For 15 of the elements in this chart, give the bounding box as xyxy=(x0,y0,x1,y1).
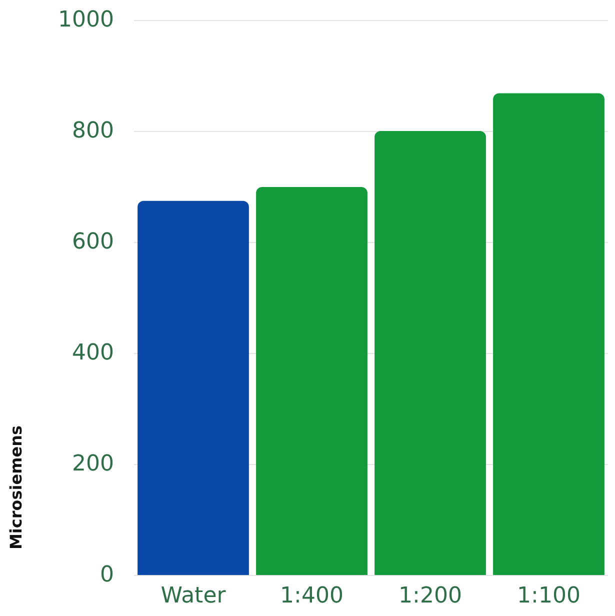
y-tick-label: 1000 xyxy=(58,8,114,32)
bar xyxy=(374,131,486,575)
y-tick-label: 0 xyxy=(100,562,114,588)
y-tick-label: 200 xyxy=(72,452,114,476)
y-tick-label: 600 xyxy=(72,230,114,254)
y-axis-title: Microsiemens xyxy=(6,425,26,550)
x-tick-label: 1:400 xyxy=(280,584,344,608)
y-tick-label: 800 xyxy=(72,118,114,144)
x-tick-label: 1:200 xyxy=(398,584,462,608)
x-tick-label: 1:100 xyxy=(517,584,580,608)
bar xyxy=(138,200,249,575)
bar xyxy=(256,187,368,575)
y-tick-label: 400 xyxy=(72,340,114,366)
x-tick-label: Water xyxy=(160,584,227,608)
bar xyxy=(493,93,604,575)
